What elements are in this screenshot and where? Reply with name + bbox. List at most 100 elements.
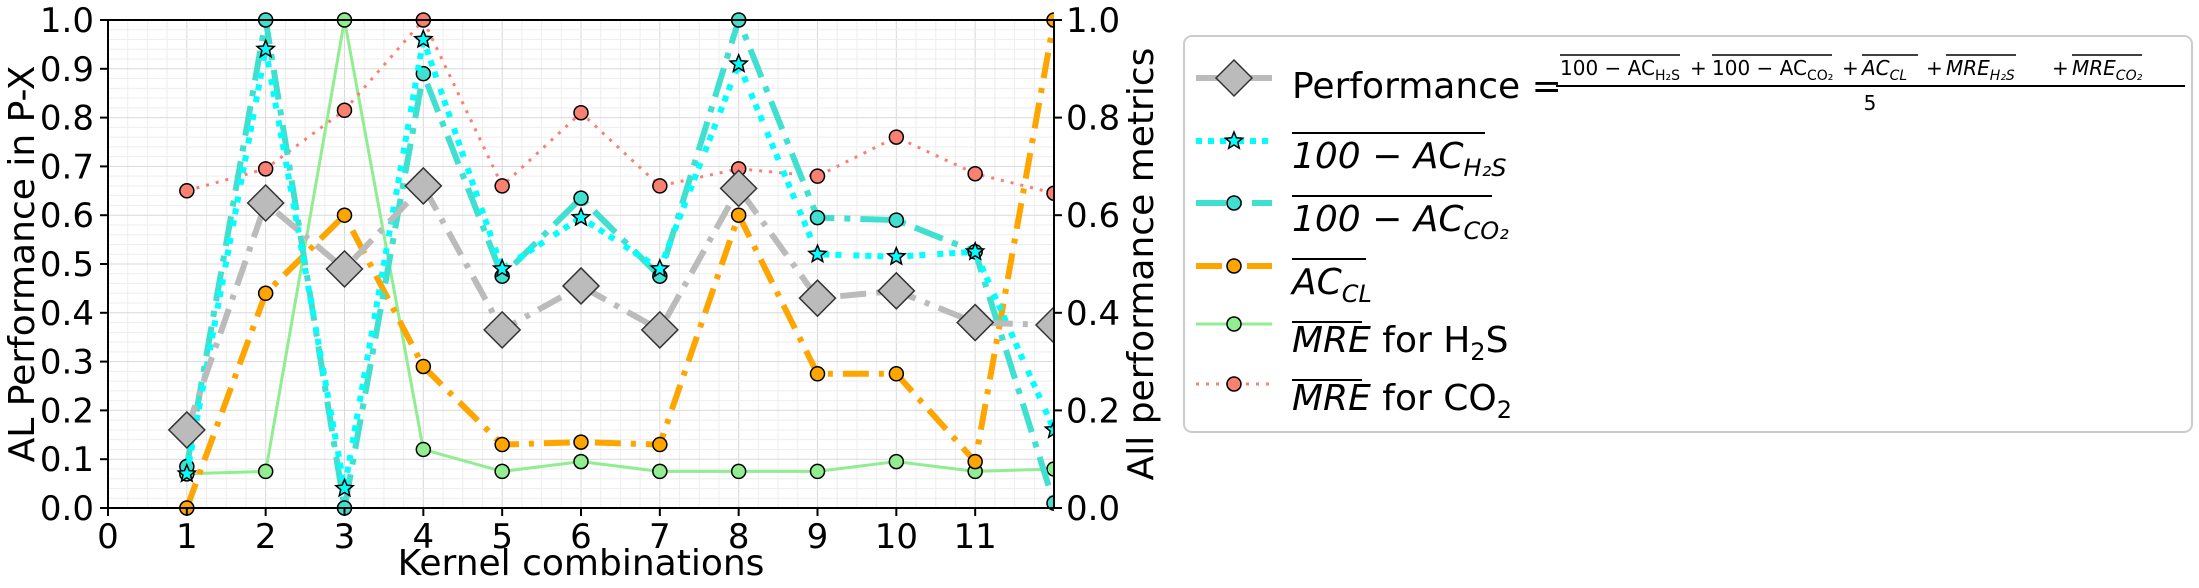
legend-entry-ac-cl: ACCL: [1290, 258, 1372, 308]
data-point-mre_h2s: [1046, 461, 1054, 477]
data-point-mre_co2: [179, 183, 195, 199]
legend-marker-performance: [1214, 58, 1254, 98]
data-point-mre_h2s: [652, 463, 668, 480]
series-layer: [167, 12, 1054, 516]
x-tick-label: 7: [649, 517, 671, 557]
legend-ac-h2s-sub: H₂S: [1464, 154, 1507, 182]
data-point-ac_cl: [730, 207, 747, 223]
data-point-ac_co2: [809, 209, 826, 226]
x-tick-label: 2: [255, 517, 277, 557]
data-point-ac_h2s: [255, 38, 277, 59]
y-left-tick-label: 0.9: [40, 50, 94, 90]
legend-mre-h2s-suffix2: S: [1486, 320, 1509, 361]
data-point-ac_cl: [809, 366, 826, 382]
series-performance: [167, 166, 1054, 449]
legend-mre-h2s-label: MRE: [1292, 320, 1371, 361]
series-line-mre_h2s: [186, 18, 1054, 476]
y-right-tick-label: 0.8: [1066, 99, 1120, 139]
data-point-performance: [246, 183, 285, 223]
data-point-ac_cl: [888, 366, 905, 382]
y-left-tick-label: 0.0: [40, 489, 94, 529]
data-point-performance: [956, 303, 995, 342]
y-right-tick-label: 0.2: [1066, 391, 1120, 431]
legend-marker-mre_co2: [1226, 376, 1242, 392]
svg-text:100 − ACH₂S: 100 − ACH₂S: [1292, 136, 1506, 182]
legend-handles: [1196, 58, 1272, 392]
data-point-mre_co2: [1046, 185, 1054, 201]
y-right-tick-label: 0.4: [1066, 294, 1120, 334]
svg-text:100 − ACCO₂: 100 − ACCO₂: [1712, 56, 1833, 84]
formula-term-1-sub: H₂S: [1655, 68, 1680, 84]
data-point-mre_co2: [809, 168, 826, 184]
axes: 0 1 2 3 4 5 6 7 8 9 10 11 0.0 0.1 0.2 0.3 0.4 0.5 0.6 0.7 0.…: [40, 1, 1120, 557]
legend-ac-h2s-label: 100 − AC: [1292, 136, 1464, 177]
legend-marker-ac_cl: [1226, 258, 1242, 274]
svg-text:MRE for CO2: MRE for CO2: [1292, 378, 1512, 424]
y-left-tick-label: 0.6: [40, 196, 94, 236]
x-tick-label: 4: [413, 517, 435, 557]
formula-term-1: 100 − AC: [1560, 56, 1655, 80]
legend-performance-prefix: Performance =: [1292, 66, 1562, 107]
data-point-mre_h2s: [494, 463, 510, 480]
legend-formula-denominator: 5: [1864, 91, 1877, 115]
data-point-ac_cl: [573, 434, 589, 450]
legend-formula-numerator: 100 − ACH₂S + 100 − ACCO₂ + ACCL + MREH₂…: [1560, 54, 2143, 84]
y-left-tick-label: 0.1: [40, 440, 94, 480]
legend-mre-co2-suffix: for CO: [1371, 378, 1497, 419]
data-point-ac_h2s: [176, 462, 198, 483]
data-point-mre_co2: [888, 129, 905, 145]
y-axis-right-label: All performance metrics: [1121, 48, 1162, 481]
y-left-tick-label: 0.4: [40, 294, 94, 334]
formula-term-2-sub: CO₂: [1807, 68, 1833, 84]
y-left-tick-label: 0.5: [40, 245, 94, 285]
x-tick-label: 9: [807, 517, 829, 557]
y-left-tick-label: 1.0: [40, 1, 94, 41]
data-point-performance: [798, 279, 837, 318]
data-point-mre_h2s: [809, 463, 826, 480]
legend-ac-co2-sub: CO₂: [1464, 217, 1510, 245]
data-point-performance: [167, 410, 206, 449]
data-point-mre_h2s: [573, 453, 589, 470]
x-tick-label: 0: [97, 517, 119, 557]
legend-ac-cl-label: AC: [1290, 262, 1343, 303]
data-point-ac_co2: [888, 212, 905, 228]
data-point-ac_h2s: [964, 240, 986, 261]
data-point-performance: [877, 271, 916, 310]
data-point-ac_h2s: [412, 28, 434, 49]
data-point-mre_co2: [494, 178, 510, 194]
formula-term-2: 100 − AC: [1712, 56, 1807, 80]
data-point-performance: [325, 249, 364, 288]
series-line-mre_co2: [186, 18, 1054, 195]
series-line-ac_h2s: [183, 36, 1054, 492]
svg-text:+: +: [1842, 56, 1859, 80]
svg-text:+: +: [2052, 56, 2069, 80]
svg-text:+: +: [1926, 56, 1943, 80]
data-point-ac_cl: [652, 436, 668, 453]
data-point-performance: [483, 310, 522, 349]
data-point-ac_cl: [967, 453, 983, 470]
series-ac_h2s: [176, 28, 1054, 498]
x-tick-label: 10: [875, 517, 918, 557]
legend-marker-ac_h2s: [1223, 130, 1245, 150]
data-point-ac_co2: [1046, 495, 1054, 511]
legend-entry-ac-co2: 100 − ACCO₂: [1292, 195, 1510, 245]
legend-entry-ac-h2s: 100 − ACH₂S: [1292, 132, 1506, 182]
y-left-tick-label: 0.3: [40, 343, 94, 383]
data-point-performance: [640, 310, 679, 349]
data-point-ac_h2s: [1043, 418, 1054, 439]
data-point-performance: [1034, 305, 1054, 345]
y-left-tick-label: 0.7: [40, 147, 94, 187]
legend-mre-co2-label: MRE: [1292, 378, 1371, 419]
y-right-tick-label: 0.6: [1066, 196, 1120, 236]
x-tick-label: 6: [570, 517, 592, 557]
data-point-mre_h2s: [730, 463, 747, 480]
y-axis-left-label: AL Performance in P-X: [2, 66, 43, 463]
data-point-ac_h2s: [334, 477, 355, 498]
x-tick-label: 11: [954, 517, 997, 557]
data-point-performance: [561, 266, 601, 306]
svg-text:+: +: [1690, 56, 1707, 80]
legend: Performance = 100 − ACH₂S + 100 − ACCO₂ …: [1183, 35, 2193, 433]
svg-text:MRE for H2S: MRE for H2S: [1292, 320, 1508, 366]
legend-entry-mre-h2s: MRE for H2S: [1292, 320, 1508, 366]
